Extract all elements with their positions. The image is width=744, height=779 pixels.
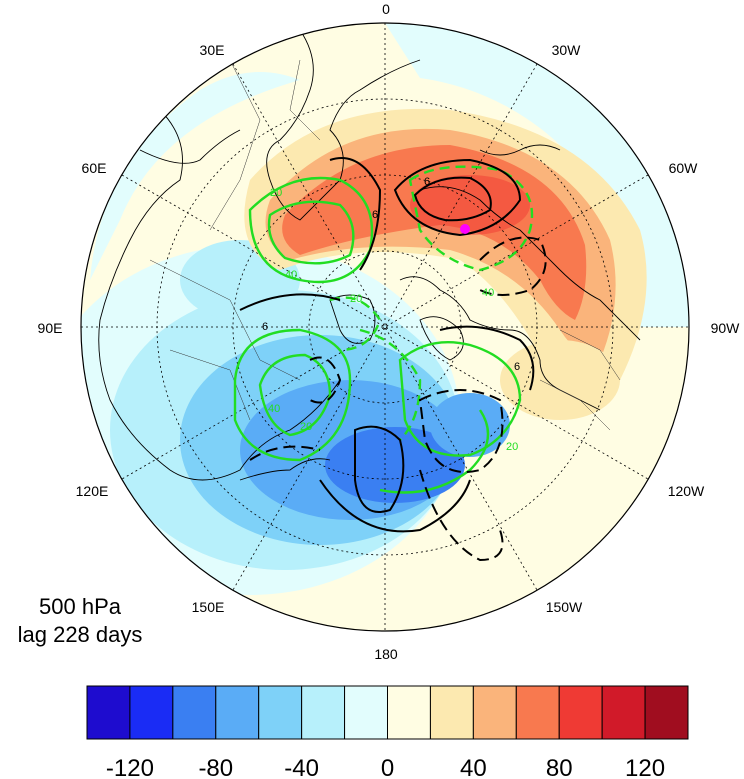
colorbar-swatch (344, 685, 389, 740)
colorbar-tick-label: -80 (198, 755, 233, 779)
contour-label: 6 (372, 209, 378, 221)
lon-label-0: 0 (382, 1, 390, 17)
colorbar-swatch (129, 685, 174, 740)
colorbar-swatch (601, 685, 646, 740)
coastlines (98, 29, 641, 481)
colorbar-swatch (215, 685, 260, 740)
contour-label: 40 (285, 269, 297, 281)
colorbar-swatch (429, 685, 474, 740)
colorbar-tick-label: 120 (625, 755, 665, 779)
reference-point-marker (460, 224, 470, 234)
colorbar-tick-labels: -120 -80 -40 0 40 80 120 (106, 755, 665, 779)
longitude-labels: 0 30E 30W 60E 60W 90E 90W 120E 120W 150E… (38, 1, 741, 662)
green-contours (233, 165, 534, 494)
colorbar-swatch (558, 685, 603, 740)
lon-label-30e: 30E (200, 42, 225, 58)
lon-label-180: 180 (374, 646, 398, 662)
colorbar-tick-label: 80 (546, 755, 573, 779)
lon-label-120e: 120E (76, 483, 109, 499)
colorbar-swatch (172, 685, 217, 740)
colorbar-swatch (258, 685, 303, 740)
colorbar-swatch (387, 685, 431, 740)
country-borders (149, 59, 621, 431)
contour-label: 40 (268, 403, 280, 415)
shaded-anomaly-field (81, 23, 689, 631)
colorbar-tick-label: -40 (284, 755, 319, 779)
lon-label-90w: 90W (711, 320, 741, 336)
colorbar (86, 685, 689, 740)
colorbar-tick-label: -120 (106, 755, 154, 779)
contour-value-labels: 6 6 6 6 20 40 20 20 40 40 20 (262, 176, 520, 453)
colorbar-swatch (515, 685, 560, 740)
colorbar-swatch (86, 685, 131, 740)
lon-label-90e: 90E (38, 320, 63, 336)
contour-label: 40 (482, 287, 494, 299)
black-contours (239, 157, 547, 562)
pressure-level-caption: 500 hPa (39, 594, 121, 619)
contour-label: 20 (300, 421, 312, 433)
lon-label-150e: 150E (192, 599, 225, 615)
colorbar-swatch (301, 685, 346, 740)
lon-label-150w: 150W (546, 599, 583, 615)
lag-caption: lag 228 days (17, 622, 143, 647)
lon-label-60e: 60E (82, 160, 107, 176)
lon-label-30w: 30W (552, 42, 582, 58)
contour-label: 6 (424, 176, 430, 188)
contour-label: 6 (262, 321, 268, 333)
contour-label: 20 (350, 293, 362, 305)
map-boundary (80, 22, 690, 632)
contour-label: 20 (506, 441, 518, 453)
colorbar-tick-label: 40 (460, 755, 487, 779)
lon-label-120w: 120W (668, 483, 705, 499)
contour-label: 20 (270, 187, 282, 199)
colorbar-swatch (644, 685, 689, 740)
contour-label: 6 (514, 361, 520, 373)
colorbar-swatch (472, 685, 517, 740)
colorbar-tick-label: 0 (381, 755, 394, 779)
lon-label-60w: 60W (669, 160, 699, 176)
